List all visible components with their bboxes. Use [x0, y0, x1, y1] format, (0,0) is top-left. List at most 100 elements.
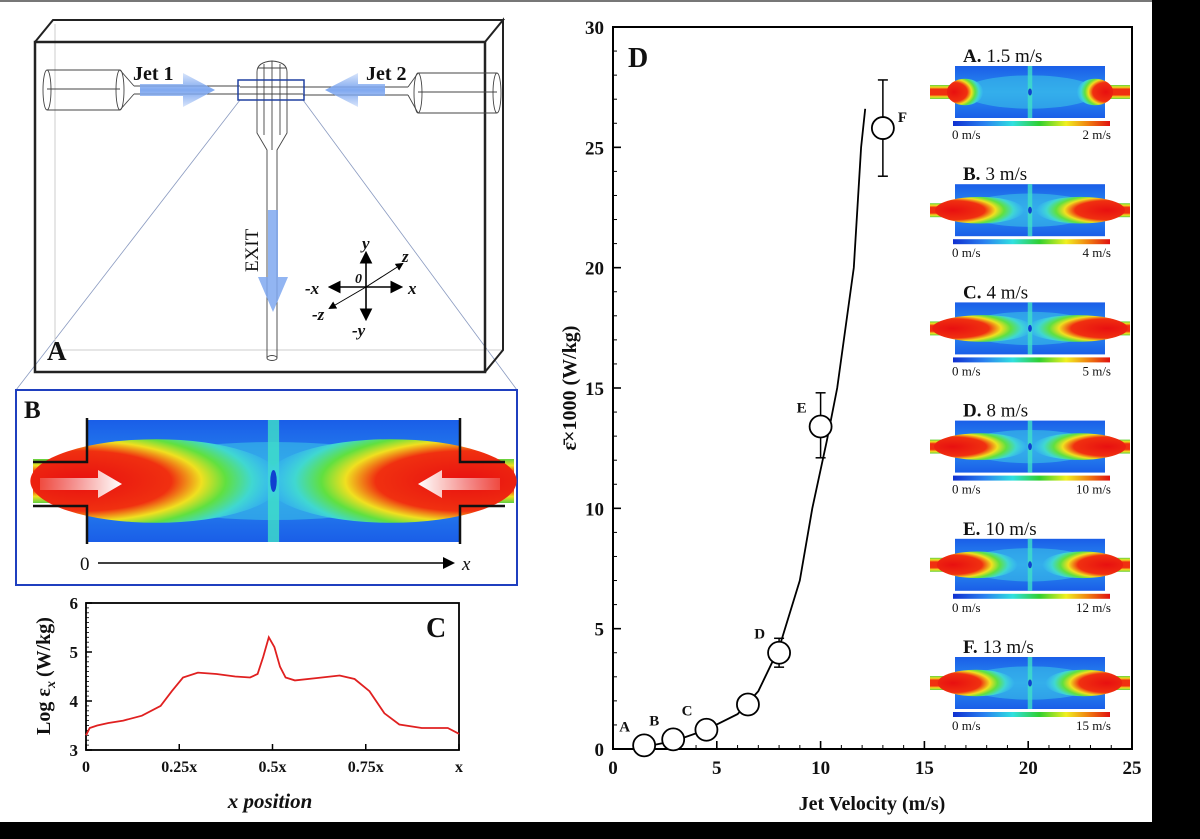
zoom-region-box — [237, 79, 305, 101]
colorbar-min-label: 0 m/s — [952, 245, 981, 260]
chart-c-xtick-label: x — [455, 759, 463, 776]
chart-c-series-line — [85, 634, 460, 736]
colorbar-max-label: 4 m/s — [1082, 245, 1111, 260]
data-point-label: F — [898, 110, 907, 126]
chart-d-x-axis-title: Jet Velocity (m/s) — [799, 793, 946, 815]
panel-b-label: B — [24, 397, 41, 424]
inset-speed: 4 m/s — [986, 282, 1028, 303]
chart-d-ytick-label: 15 — [585, 379, 604, 400]
panel-a-label: A — [47, 336, 67, 366]
axis-z-label: z — [401, 247, 409, 266]
jet2-white-arrow — [418, 470, 500, 498]
inset-speed: 1.5 m/s — [986, 46, 1042, 67]
panel-a-device-schematic: Jet 1 Jet 2 EXIT y z 0 -x x -z -y A — [15, 17, 518, 391]
chart-c-xtick-label: 0.5x — [259, 759, 287, 776]
data-point — [736, 692, 760, 717]
chart-d-xtick-label: 25 — [1123, 758, 1142, 779]
inset-speed: 3 m/s — [985, 164, 1027, 185]
jet1-white-arrow — [40, 470, 122, 498]
colorbar-max-label: 15 m/s — [1076, 718, 1111, 733]
data-point — [661, 727, 686, 752]
colorbar — [953, 239, 1110, 245]
velocity-field-heatmap — [930, 302, 1130, 355]
velocity-inset: A. 1.5 m/s 0 m/s 2 m/s — [930, 46, 1130, 142]
center-point — [1028, 561, 1032, 569]
mixing-chamber — [240, 60, 303, 361]
jet-right — [1032, 433, 1126, 460]
velocity-field-heatmap — [930, 657, 1130, 709]
chart-c-y-axis-title: Log εx (W/kg) — [33, 617, 59, 735]
jet-left — [936, 551, 1018, 579]
axis-neg-y-label: -y — [352, 321, 366, 340]
chart-d-xtick-label: 15 — [915, 758, 934, 779]
inset-letter: E. — [963, 519, 980, 540]
colorbar-max-label: 12 m/s — [1076, 600, 1111, 615]
chart-c-ytick-label: 4 — [70, 692, 79, 711]
jet-left — [937, 669, 1015, 697]
chart-c-ytick-label: 6 — [70, 594, 79, 613]
colorbar-min-label: 0 m/s — [952, 363, 981, 378]
data-point — [632, 733, 657, 758]
jet-left — [934, 196, 1025, 224]
velocity-field-heatmap — [930, 420, 1130, 473]
center-point — [1028, 679, 1032, 687]
colorbar-max-label: 2 m/s — [1082, 127, 1111, 142]
data-point-label: A — [619, 719, 630, 735]
chart-d-ytick-label: 30 — [585, 18, 604, 39]
colorbar — [953, 357, 1110, 363]
chart-c-ytick-label: 5 — [70, 643, 79, 662]
chart-d-ytick-label: 20 — [585, 259, 604, 280]
inset-letter: F. — [963, 637, 978, 658]
exit-flow-arrow — [258, 210, 288, 312]
center-point — [1028, 88, 1032, 96]
jet-right — [1042, 551, 1124, 579]
jet-right — [1076, 78, 1114, 106]
colorbar-max-label: 10 m/s — [1076, 482, 1111, 497]
colorbar — [953, 593, 1110, 599]
channel-walls — [33, 418, 505, 544]
chart-c-panel-label: C — [426, 613, 446, 644]
chart-c-xlabel-text: x position — [227, 789, 313, 813]
panel-b-velocity-field: 0 x B — [15, 389, 518, 586]
jet2-flow-arrow — [325, 73, 385, 107]
chart-d-xtick-label: 10 — [811, 758, 830, 779]
jet-left — [30, 439, 283, 523]
inset-title: C. 4 m/s — [963, 282, 1028, 303]
data-point-label: C — [682, 704, 693, 720]
axis-start-label: 0 — [80, 554, 90, 575]
velocity-field-heatmap — [930, 184, 1130, 237]
jet-right — [1026, 315, 1128, 342]
axis-x-label: x — [407, 279, 417, 298]
inset-letter: D. — [963, 401, 981, 422]
device-block — [33, 40, 487, 374]
center-point — [1028, 324, 1032, 332]
colorbar — [953, 712, 1110, 717]
exit-label: EXIT — [242, 228, 263, 272]
chart-c-ytick-label: 3 — [70, 741, 79, 760]
jet1-label: Jet 1 — [133, 63, 174, 85]
velocity-field-heatmap — [930, 66, 1130, 118]
axis-neg-z-label: -z — [312, 305, 325, 324]
inset-letter: B. — [963, 164, 980, 185]
chart-c-xtick-label: 0 — [82, 759, 90, 776]
jet-right — [1045, 669, 1123, 697]
colorbar-min-label: 0 m/s — [952, 600, 981, 615]
panel-d-scatter-chart: 0 5 10 15 20 25 30 0 5 10 15 20 25 A B C D E F D Jet Velo… — [559, 18, 1142, 815]
colorbar — [953, 121, 1110, 126]
chart-d-y-axis-title: ε̄×1000 (W/kg) — [559, 326, 581, 451]
colorbar-min-label: 0 m/s — [952, 127, 981, 142]
center-point — [270, 470, 277, 492]
inset-letter: A. — [963, 46, 981, 67]
jet2-label: Jet 2 — [366, 63, 407, 85]
axis-origin-label: 0 — [355, 272, 362, 287]
velocity-inset: B. 3 m/s 0 m/s 4 m/s — [930, 164, 1130, 260]
chart-d-ytick-label: 25 — [585, 138, 604, 159]
axis-end-label: x — [461, 554, 471, 575]
velocity-inset: E. 10 m/s 0 m/s 12 m/s — [930, 519, 1130, 615]
jet-left — [946, 78, 984, 106]
jet-left — [932, 315, 1034, 342]
data-point-label: D — [754, 627, 765, 643]
ylabel-sub: x — [44, 681, 59, 689]
chart-c-x-axis-title: x position — [227, 789, 313, 813]
